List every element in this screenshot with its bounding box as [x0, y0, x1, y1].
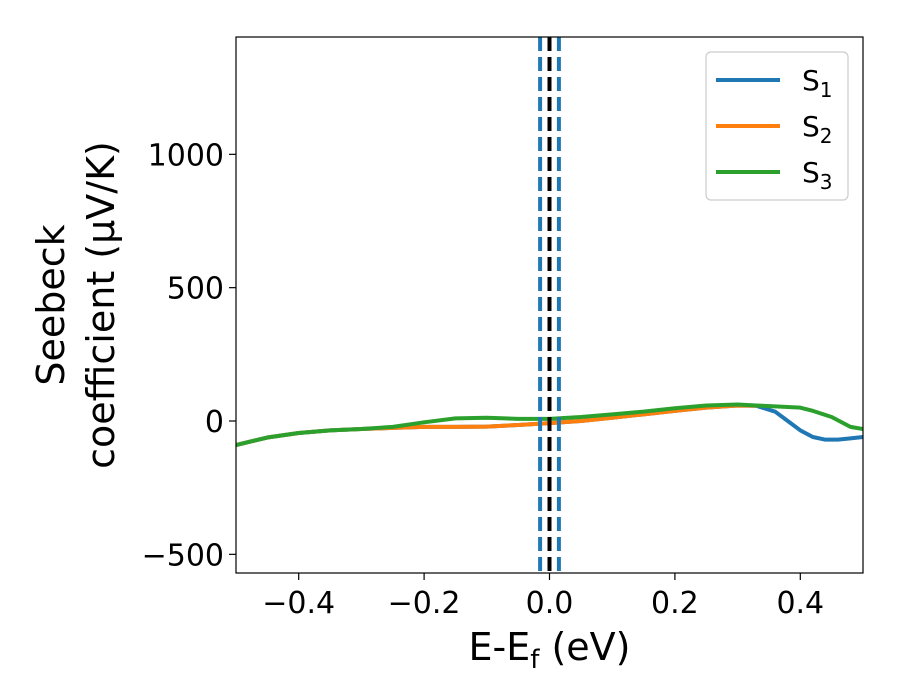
- x-tick-label: −0.4: [262, 586, 335, 621]
- x-tick-label: 0.4: [776, 586, 824, 621]
- legend-label-S3: S3: [802, 156, 833, 194]
- x-tick-label: 0.0: [526, 586, 574, 621]
- x-axis-label-sub: f: [530, 645, 540, 675]
- legend-label-S2: S2: [802, 110, 833, 148]
- x-tick-label: 0.2: [651, 586, 699, 621]
- y-tick-label: −500: [142, 538, 224, 573]
- legend-label-main: S: [802, 64, 820, 97]
- x-axis-label-unit: (eV): [539, 625, 630, 669]
- y-axis-label-line2: coefficient (μV/K): [79, 141, 123, 469]
- plot-area: [236, 37, 863, 573]
- legend-label-sub: 2: [820, 124, 833, 148]
- legend-label-S1: S1: [802, 64, 833, 102]
- series-line-S2: [236, 403, 759, 447]
- x-axis-label-main: E-E: [469, 625, 531, 669]
- y-tick-label: 0: [205, 405, 224, 440]
- x-axis-label: E-Ef (eV): [469, 625, 631, 675]
- legend-label-main: S: [802, 156, 820, 189]
- y-tick-label: 500: [167, 272, 224, 307]
- series-line-S3: [236, 402, 863, 447]
- legend-label-sub: 1: [820, 78, 833, 102]
- x-tick-label: −0.2: [388, 586, 461, 621]
- y-tick-label: 1000: [148, 138, 224, 173]
- legend-label-sub: 3: [820, 170, 833, 194]
- y-axis-label-line1: Seebeck: [29, 224, 73, 385]
- legend-label-main: S: [802, 110, 820, 143]
